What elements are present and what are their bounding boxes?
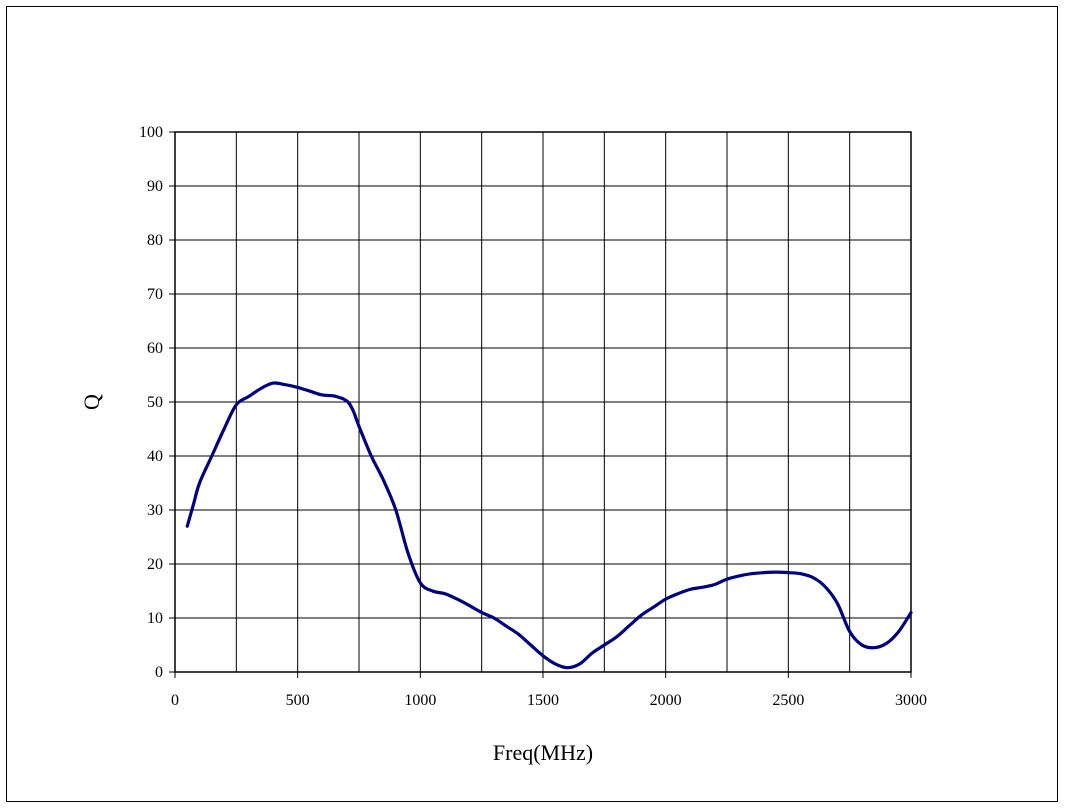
x-tick-label: 3000 xyxy=(895,692,927,709)
y-tick-label: 90 xyxy=(147,178,163,195)
y-tick-label: 30 xyxy=(147,502,163,519)
y-tick-label: 20 xyxy=(147,556,163,573)
y-tick-label: 70 xyxy=(147,286,163,303)
y-tick-label: 100 xyxy=(139,124,163,141)
x-tick-label: 1000 xyxy=(404,692,436,709)
y-tick-label: 0 xyxy=(155,664,163,681)
y-tick-label: 10 xyxy=(147,610,163,627)
y-tick-label: 40 xyxy=(147,448,163,465)
x-axis-title: Freq(MHz) xyxy=(493,740,593,765)
y-axis-title: Q xyxy=(79,394,104,410)
q-frequency-chart: 0 10 20 30 40 50 60 70 80 90 100 0 500 1000 1500 2000 2… xyxy=(79,124,927,765)
x-tick-label: 2000 xyxy=(650,692,682,709)
x-tick-label: 2500 xyxy=(772,692,804,709)
x-tick-label: 0 xyxy=(171,692,179,709)
y-tick-label: 60 xyxy=(147,340,163,357)
x-tick-label: 500 xyxy=(286,692,310,709)
y-tick-label: 80 xyxy=(147,232,163,249)
chart-frame: 0 10 20 30 40 50 60 70 80 90 100 0 500 1000 1500 2000 2… xyxy=(6,6,1058,802)
y-tick-label: 50 xyxy=(147,394,163,411)
x-tick-label: 1500 xyxy=(527,692,559,709)
q-curve-line xyxy=(185,381,913,670)
